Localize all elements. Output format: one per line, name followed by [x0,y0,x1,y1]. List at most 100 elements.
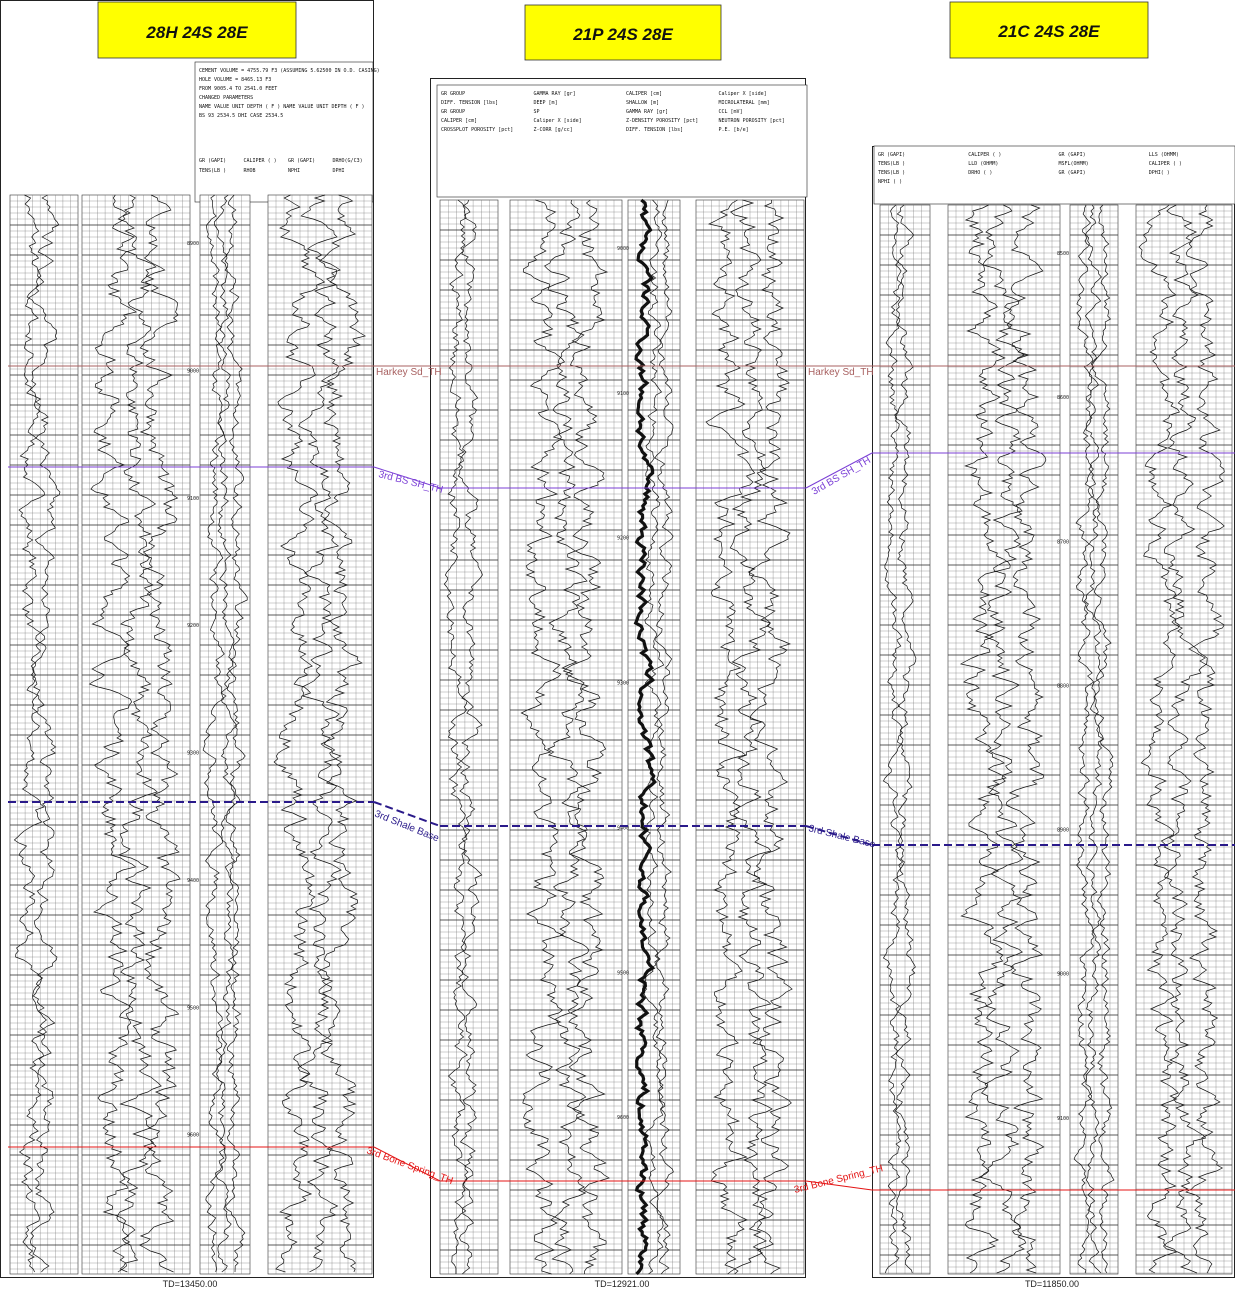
header-text: DIFF. TENSION [lbs] [441,100,498,106]
depth-label: 9500 [617,970,629,976]
header-text: BS 93 2534.5 DHI CASE 2534.5 [199,113,283,119]
marker-label-harkey-right: Harkey Sd_TH [808,367,874,378]
track-grid-major [200,224,250,1246]
header-text: CALIPER [cm] [626,91,662,97]
depth-label: 9300 [617,681,629,687]
track-frame [439,199,499,1275]
well-title-w1: 28H 24S 28E [145,23,248,42]
depth-label: 8700 [1057,539,1069,545]
well-panel-w2: GR GROUP GAMMA RAY [gr] CALIPER [cm] Calipe… [430,78,808,1278]
log-curve [882,204,904,1274]
header-text: NEUTRON POROSITY [pct] [719,118,785,124]
marker-line-segment [373,1146,441,1182]
log-track [439,199,499,1275]
header-text: GR GROUP [441,91,465,97]
header-text: Z-CORR [g/cc] [534,127,573,133]
log-curve [748,200,793,1275]
log-track [199,194,251,1275]
marker-bssh [8,452,1235,489]
log-curve [457,199,483,1275]
depth-label: 9300 [187,751,199,757]
depth-label: 8900 [1057,828,1069,834]
track-header-text: TENS(LB ) [199,168,226,174]
correlation-markers [8,365,1235,1191]
track-header-text: RHOB [244,168,256,174]
well-panel-w1: CEMENT VOLUME = 4755.79 F3 (ASSUMING 5.6… [0,0,380,1278]
well-title-w3: 21C 24S 28E [997,22,1100,41]
well-panel-w3: GR (GAPI) CALIPER ( ) GR (GAPI) LLS (OHMM) T… [872,145,1235,1278]
well-title-w2: 21P 24S 28E [572,25,673,44]
log-track [947,204,1061,1275]
log-track [1069,204,1119,1275]
log-curve [317,194,366,1273]
header-text: CALIPER ( ) [968,152,1001,158]
header-text: SHALLOW [m] [626,100,659,106]
log-curve [88,194,139,1273]
depth-label: 9200 [187,623,199,629]
track-grid-major [82,224,190,1246]
log-curve [1003,204,1047,1274]
marker-line-segment [373,466,441,489]
depth-label: 9600 [187,1133,199,1139]
depth-label: 9100 [1057,1116,1069,1122]
track-grid-major [696,229,804,1251]
header-text: GR (GAPI) [1059,152,1086,158]
depth-label: 8600 [1057,395,1069,401]
header-text: GR (GAPI) [1059,170,1086,176]
log-header-box [436,84,808,198]
log-header-box [873,145,1235,205]
td-label-w3: TD=11850.00 [1025,1279,1079,1289]
header-text: DRHO ( ) [968,170,992,176]
log-curve [959,204,1011,1274]
log-track [509,199,623,1275]
depth-label: 9000 [187,368,199,374]
track-grid [1070,205,1118,1274]
header-text: Caliper X [side] [719,91,767,97]
log-header-box [194,61,374,203]
title-box-w3 [949,1,1149,59]
depth-label: 9400 [617,825,629,831]
header-text: CEMENT VOLUME = 4755.79 F3 (ASSUMING 5.6… [199,68,380,74]
log-curve [1185,204,1225,1274]
log-track [267,194,373,1275]
track-header-text: GR (GAPI) [288,158,315,164]
header-text: HOLE VOLUME = 8465.13 F3 [199,77,271,83]
header-text: CROSSPLOT POROSITY [pct] [441,127,513,133]
log-curve [561,199,610,1275]
header-text: FROM 9005.4 TO 2541.0 FEET [199,86,277,92]
depth-label: 9200 [617,536,629,542]
log-curve [112,194,162,1273]
marker-line-segment [805,452,873,489]
log-curve [642,199,665,1275]
depth-label: 9100 [187,496,199,502]
log-curve [654,199,674,1275]
track-grid [880,205,930,1274]
log-curve [978,204,1027,1274]
marker-line-segment [805,1180,873,1191]
log-curve [1162,204,1208,1274]
track-grid-major [440,229,498,1251]
title-box-w1 [97,1,297,59]
header-text: Caliper X [side] [534,118,582,124]
header-text: LLS (OHMM) [1149,152,1179,158]
log-curve [1138,204,1180,1274]
header-text: CALIPER ( ) [1149,161,1182,167]
marker-shalebase [8,801,1235,846]
log-curve [894,204,917,1274]
header-text: TENS(LB ) [878,161,905,167]
depth-label: 9100 [617,391,629,397]
log-curve [224,194,248,1273]
log-curve [138,194,181,1273]
log-curve [26,194,61,1273]
header-text: Z-DENSITY POROSITY [pct] [626,118,698,124]
log-track [695,199,805,1275]
log-curve [13,194,48,1273]
depth-label: 8800 [1057,683,1069,689]
header-text: GAMMA RAY [gr] [534,91,576,97]
header-text: P.E. [b/e] [719,127,749,133]
header-text: GR (GAPI) [878,152,905,158]
log-curve [1073,204,1096,1274]
header-text: DEEP [m] [534,100,558,106]
log-curve [273,194,326,1273]
